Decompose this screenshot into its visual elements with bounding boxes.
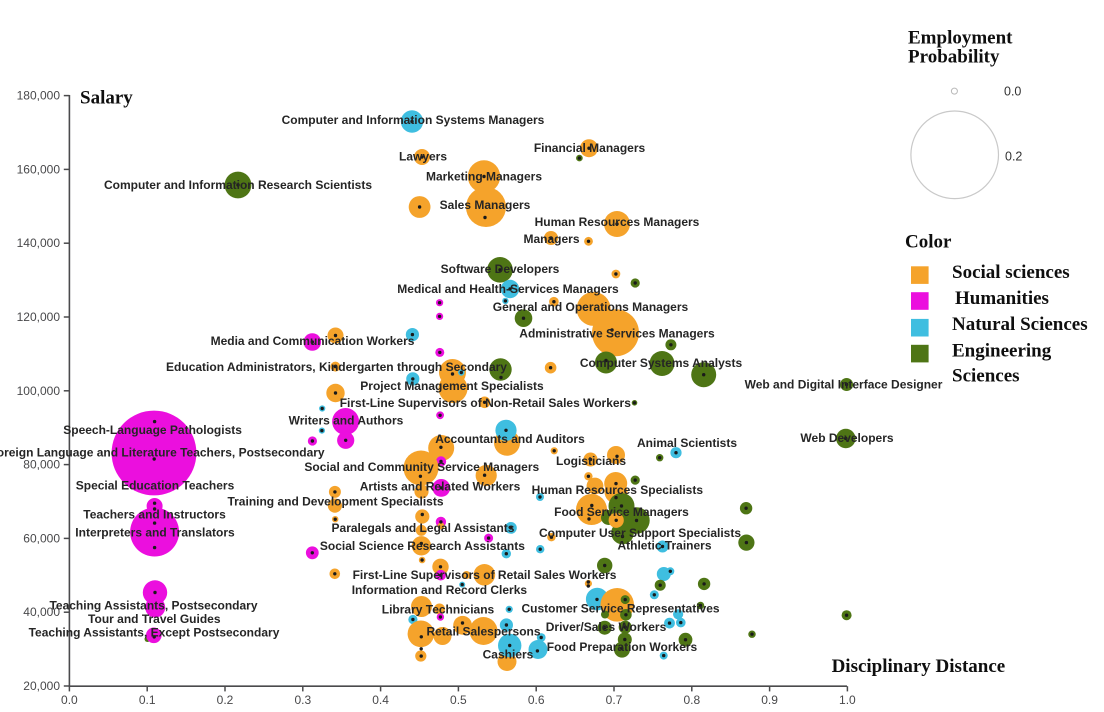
svg-text:Teaching Assistants, Except Po: Teaching Assistants, Except Postsecondar… [29,625,280,639]
svg-text:180,000: 180,000 [17,89,61,103]
svg-text:Writers and Authors: Writers and Authors [289,414,404,428]
svg-text:Information and Record Clerks: Information and Record Clerks [352,583,528,597]
svg-text:0.9: 0.9 [761,693,778,707]
svg-text:Disciplinary Distance: Disciplinary Distance [832,656,1006,677]
svg-text:Cashiers: Cashiers [483,648,534,662]
svg-text:Probability: Probability [908,47,1000,68]
svg-text:Financial Managers: Financial Managers [534,141,646,155]
svg-text:0.7: 0.7 [606,693,623,707]
svg-text:Medical and Health-Services Ma: Medical and Health-Services Managers [397,282,619,296]
svg-text:Software Developers: Software Developers [441,262,560,276]
svg-text:140,000: 140,000 [17,236,61,250]
svg-text:Retail Salespersons: Retail Salespersons [426,625,540,639]
svg-text:0.0: 0.0 [1004,85,1021,99]
svg-text:Social sciences: Social sciences [952,262,1070,283]
svg-text:Salary: Salary [80,88,133,109]
svg-text:Customer Service Representativ: Customer Service Representatives [521,602,719,616]
svg-text:Teachers and Instructors: Teachers and Instructors [83,507,226,521]
svg-text:0.8: 0.8 [683,693,700,707]
svg-text:0.6: 0.6 [528,693,545,707]
svg-text:Web Developers: Web Developers [800,431,893,445]
svg-text:20,000: 20,000 [23,679,60,693]
svg-text:First-Line Supervisors of Reta: First-Line Supervisors of Retail Sales W… [353,568,617,582]
svg-text:Special Education Teachers: Special Education Teachers [76,479,235,493]
svg-text:Logisticians: Logisticians [556,454,626,468]
svg-text:Web and Digital Interface Desi: Web and Digital Interface Designer [745,378,943,392]
svg-text:Library Technicians: Library Technicians [382,603,495,617]
svg-text:80,000: 80,000 [23,458,60,472]
svg-text:Lawyers: Lawyers [399,149,447,163]
svg-text:0.4: 0.4 [372,693,389,707]
svg-text:Color: Color [905,232,952,253]
svg-text:Engineering: Engineering [952,341,1052,362]
svg-text:0.3: 0.3 [294,693,311,707]
svg-text:0.5: 0.5 [450,693,467,707]
svg-text:Teaching Assistants, Postsecon: Teaching Assistants, Postsecondary [49,599,257,613]
svg-text:Athletic Trainers: Athletic Trainers [617,538,711,552]
svg-text:Human Resources Specialists: Human Resources Specialists [532,483,704,497]
svg-text:Paralegals and Legal Assistant: Paralegals and Legal Assistants [332,521,515,535]
svg-text:Social Science Research Assist: Social Science Research Assistants [320,539,525,553]
svg-text:Administrative Services Manage: Administrative Services Managers [519,327,715,341]
svg-text:0.0: 0.0 [61,693,78,707]
svg-text:0.1: 0.1 [139,693,156,707]
svg-text:120,000: 120,000 [17,310,61,324]
svg-text:Food Preparation Workers: Food Preparation Workers [547,640,698,654]
svg-text:Human Resources Managers: Human Resources Managers [535,215,700,229]
svg-text:Accountants and Auditors: Accountants and Auditors [435,432,585,446]
svg-text:Project Management Specialists: Project Management Specialists [360,379,544,393]
svg-text:Interpreters and Translators: Interpreters and Translators [75,526,235,540]
svg-text:Social and Community Service M: Social and Community Service Managers [304,460,539,474]
svg-text:1.0: 1.0 [839,693,856,707]
svg-text:Humanities: Humanities [955,288,1049,309]
svg-text:100,000: 100,000 [17,384,61,398]
svg-text:Sciences: Sciences [952,366,1020,387]
svg-text:Marketing Managers: Marketing Managers [426,169,542,183]
svg-text:60,000: 60,000 [23,531,60,545]
svg-text:Animal Scientists: Animal Scientists [637,436,737,450]
svg-text:Employment: Employment [908,28,1013,49]
svg-text:Foreign Language and Literatur: Foreign Language and Literature Teachers… [0,445,325,459]
svg-text:Driver/Sales Workers: Driver/Sales Workers [546,620,667,634]
svg-text:0.2: 0.2 [1005,150,1022,164]
svg-text:Computer and Information Resea: Computer and Information Research Scient… [104,178,372,192]
svg-text:Computer Systems Analysts: Computer Systems Analysts [580,356,743,370]
svg-text:General and Operations Manager: General and Operations Managers [493,300,689,314]
svg-text:Education Administrators, Kind: Education Administrators, Kindergarten t… [166,360,507,374]
svg-text:Computer User Support Speciali: Computer User Support Specialists [539,526,741,540]
svg-text:Speech-Language Pathologists: Speech-Language Pathologists [63,423,242,437]
svg-text:Natural Sciences: Natural Sciences [952,314,1088,335]
svg-text:Computer and Information Syste: Computer and Information Systems Manager… [282,113,545,127]
svg-text:Tour and Travel Guides: Tour and Travel Guides [88,612,221,626]
svg-text:40,000: 40,000 [23,605,60,619]
svg-text:Food Service Managers: Food Service Managers [554,505,689,519]
svg-text:160,000: 160,000 [17,162,61,176]
svg-text:Artists and Related Workers: Artists and Related Workers [360,480,521,494]
svg-text:0.2: 0.2 [217,693,234,707]
svg-text:Sales Managers: Sales Managers [440,198,531,212]
svg-text:Training and Development Speci: Training and Development Specialists [227,495,443,509]
svg-text:First-Line Supervisors of Non-: First-Line Supervisors of Non-Retail Sal… [340,396,632,410]
svg-text:Managers: Managers [523,232,579,246]
svg-text:Media and Communication Worker: Media and Communication Workers [211,334,415,348]
